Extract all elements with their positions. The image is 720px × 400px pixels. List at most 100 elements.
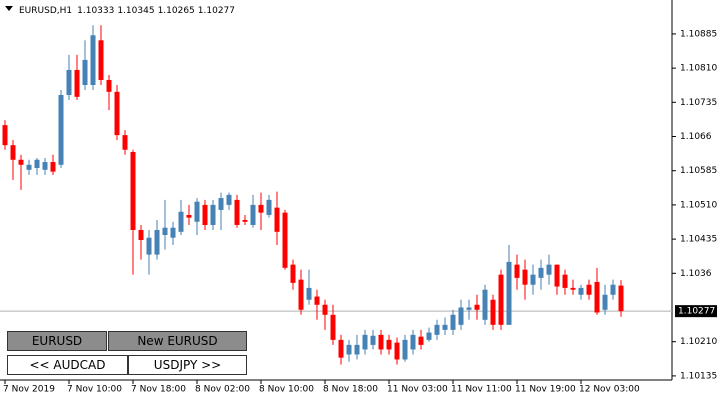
candle-body <box>250 204 256 225</box>
candle-body <box>490 299 496 325</box>
x-tick-label: 7 Nov 2019 <box>3 385 55 395</box>
candle-body <box>42 162 48 170</box>
y-tick-label: 1.1036 <box>680 269 712 279</box>
candle-body <box>178 211 184 232</box>
candle-body <box>218 198 224 210</box>
candle-body <box>98 40 104 80</box>
candle-body <box>578 287 584 295</box>
candle-body <box>210 204 216 225</box>
candle-body <box>10 145 16 160</box>
candle-body <box>402 339 408 360</box>
candle-body <box>170 227 176 238</box>
candle-body <box>234 199 240 225</box>
candle-body <box>258 204 264 213</box>
button-label: EURUSD <box>32 334 82 348</box>
candle-body <box>154 229 160 255</box>
candle-body <box>426 332 432 340</box>
candle-body <box>570 287 576 290</box>
y-tick-label: 1.10135 <box>680 371 717 381</box>
x-tick-label: 8 Nov 02:00 <box>195 385 250 395</box>
candle-body <box>322 304 328 315</box>
candle-body <box>346 344 352 355</box>
close-price: 1.10277 <box>198 6 235 16</box>
chart-header: EURUSD,H1 1.10333 1.10345 1.10265 1.10277 <box>19 6 235 16</box>
candle-body <box>498 274 504 325</box>
candle-body <box>594 281 600 313</box>
candle-body <box>194 201 200 222</box>
low-price: 1.10265 <box>158 6 195 16</box>
candle-body <box>26 164 32 170</box>
candle-body <box>458 307 464 325</box>
candle-body <box>362 334 368 350</box>
candle-body <box>434 324 440 335</box>
y-tick-label: 1.10885 <box>680 29 717 39</box>
candle-body <box>114 91 120 136</box>
candle-body <box>82 59 88 85</box>
y-tick-label: 1.10735 <box>680 98 717 108</box>
candle-body <box>506 261 512 325</box>
candle-body <box>394 342 400 360</box>
button[interactable]: EURUSD <box>7 331 107 351</box>
candle-body <box>602 294 608 310</box>
open-price: 1.10333 <box>77 6 114 16</box>
y-tick-label: 1.10510 <box>680 200 717 210</box>
candle-body <box>106 79 112 92</box>
button[interactable]: << AUDCAD <box>7 355 128 375</box>
candle-body <box>146 237 152 255</box>
x-tick-label: 7 Nov 10:00 <box>67 385 122 395</box>
candle-body <box>442 324 448 330</box>
candle-body <box>530 274 536 285</box>
button-frame <box>128 355 247 375</box>
candle-body <box>66 69 72 96</box>
y-tick-label: 1.10810 <box>680 64 717 74</box>
candle-body <box>130 152 136 230</box>
candle-body <box>610 284 616 295</box>
candle-body <box>546 264 552 275</box>
candle-body <box>418 336 424 345</box>
candle-body <box>274 207 280 232</box>
candle-body <box>306 287 312 300</box>
candle-body <box>354 344 360 355</box>
candle-body <box>282 212 288 268</box>
candle-body <box>554 264 560 287</box>
button-label: << AUDCAD <box>30 358 106 372</box>
candle-body <box>562 274 568 288</box>
candle-body <box>162 227 168 236</box>
candle-body <box>378 334 384 350</box>
candle-body <box>410 334 416 350</box>
button-frame <box>7 331 107 351</box>
y-tick-label: 1.10435 <box>680 235 717 245</box>
button[interactable]: New EURUSD <box>108 331 247 351</box>
candle-body <box>58 95 64 165</box>
candle-body <box>538 267 544 278</box>
candle-body <box>90 35 96 85</box>
candle-body <box>298 279 304 310</box>
x-tick-label: 8 Nov 18:00 <box>323 385 378 395</box>
price-label-box <box>675 305 717 318</box>
candle-body <box>330 314 336 340</box>
x-tick-label: 11 Nov 03:00 <box>387 385 448 395</box>
button-label: USDJPY >> <box>154 358 221 372</box>
candle-body <box>370 335 376 345</box>
candle-body <box>186 214 192 218</box>
high-price: 1.10345 <box>117 6 154 16</box>
y-tick-label: 1.10585 <box>680 166 717 176</box>
price-label: 1.10277 <box>678 307 715 317</box>
x-tick-label: 12 Nov 03:00 <box>579 385 640 395</box>
candle-body <box>242 219 248 222</box>
candle-body <box>202 204 208 225</box>
candle-body <box>2 125 8 146</box>
candle-body <box>482 289 488 320</box>
symbol: EURUSD,H1 <box>19 6 72 16</box>
candle-body <box>514 264 520 278</box>
button[interactable]: USDJPY >> <box>128 355 247 375</box>
button-label: New EURUSD <box>137 334 217 348</box>
candle-body <box>138 229 144 241</box>
y-tick-label: 1.10210 <box>680 337 717 347</box>
candle-body <box>50 162 56 172</box>
menu-icon <box>5 6 13 11</box>
candle-body <box>386 339 392 350</box>
button-frame <box>7 355 128 375</box>
x-tick-label: 11 Nov 19:00 <box>515 385 576 395</box>
